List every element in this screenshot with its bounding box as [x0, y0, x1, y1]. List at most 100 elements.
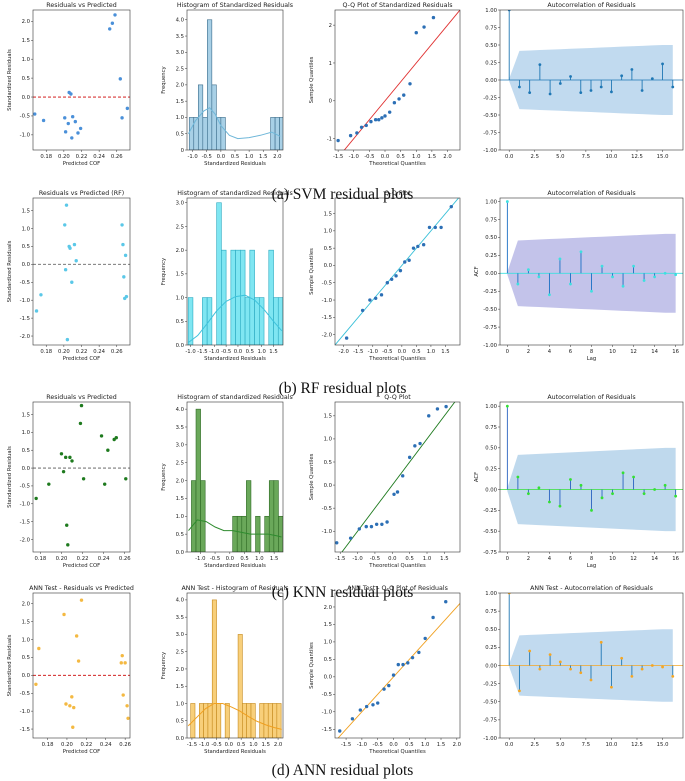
histogram-bar: [276, 703, 282, 738]
y-tick-label: -0.25: [483, 681, 497, 687]
data-point: [371, 703, 375, 707]
x-axis-label: Lag: [587, 356, 597, 362]
data-point: [391, 673, 396, 677]
y-tick-label: 2.0: [324, 605, 333, 611]
x-tick-label: -1.0: [368, 349, 379, 355]
y-tick-label: -1.0: [20, 133, 31, 139]
y-tick-label: -1.5: [20, 727, 30, 733]
y-tick-label: 2.0: [176, 248, 185, 254]
x-tick-label: 7.5: [582, 742, 590, 748]
y-tick-label: 0.50: [485, 446, 497, 452]
data-point: [360, 308, 365, 313]
x-tick-label: 0.5: [240, 556, 248, 562]
histogram-bar: [191, 480, 197, 552]
acf-point: [537, 275, 541, 279]
acf-point: [569, 667, 572, 671]
x-tick-label: -1.0: [185, 349, 196, 355]
chart-title: ANN Test - Q-Q Plot of Residuals: [347, 585, 448, 592]
y-tick-label: -0.5: [20, 484, 30, 490]
data-point: [121, 693, 125, 697]
y-tick-label: 0.0: [176, 343, 185, 349]
data-point: [392, 101, 397, 105]
y-tick-label: 1.00: [485, 591, 497, 597]
data-point: [74, 259, 78, 263]
plot-area: [33, 598, 130, 729]
plot-area: [500, 200, 683, 313]
y-tick-label: 2: [329, 23, 332, 29]
acf-point: [621, 284, 625, 288]
x-tick-label: 2.5: [531, 154, 539, 160]
y-axis-label: ACF: [474, 266, 480, 276]
y-tick-label: 1.0: [176, 115, 185, 121]
x-tick-label: 0.0: [505, 742, 514, 748]
y-tick-label: 1.5: [22, 412, 30, 418]
y-tick-label: 0.00: [485, 663, 497, 669]
y-tick-label: -0.5: [322, 692, 332, 698]
histogram-bar: [200, 480, 206, 552]
data-point: [120, 653, 124, 658]
acf-point: [589, 89, 593, 92]
x-axis-label: Predicted COF: [63, 356, 100, 362]
histogram-bar: [242, 703, 247, 738]
histogram-bar: [277, 297, 283, 345]
acf-point: [558, 257, 562, 261]
data-point: [338, 729, 342, 733]
x-tick-label: -0.5: [364, 154, 374, 160]
histogram-bar: [241, 515, 247, 552]
data-point: [120, 223, 124, 227]
acf-point: [569, 282, 572, 286]
histogram-bar: [240, 249, 246, 345]
data-point: [65, 337, 70, 342]
data-point: [110, 21, 115, 25]
acf-point: [569, 478, 572, 481]
y-tick-label: -0.25: [483, 289, 497, 295]
x-tick-label: 0.18: [42, 742, 54, 748]
x-axis-label: Standardized Residuals: [204, 749, 266, 755]
data-point: [71, 725, 75, 729]
data-point: [403, 260, 407, 264]
data-point: [122, 275, 126, 279]
y-tick-label: -0.50: [483, 529, 497, 535]
chart-3-2: ANN Test - Q-Q Plot of Residuals -1.5 -1.0…: [309, 585, 462, 755]
acf-point: [653, 275, 657, 279]
histogram-bar: [254, 297, 260, 345]
data-point: [76, 131, 80, 135]
x-tick-label: -1.0: [357, 742, 368, 748]
data-point: [392, 492, 396, 497]
y-tick-label: -0.5: [322, 506, 332, 512]
x-tick-label: 8: [590, 349, 594, 355]
data-point: [125, 704, 129, 708]
plot-area: [500, 593, 683, 702]
reference-line: [337, 603, 460, 738]
x-tick-label: -0.5: [382, 349, 392, 355]
x-tick-label: 0: [506, 349, 510, 355]
chart-0-3: Autocorrelation of Residuals 0.0 2.5 5.0 7.5…: [483, 2, 684, 160]
axes-frame: [32, 197, 131, 346]
data-point: [63, 455, 68, 460]
chart-0-1: Histogram of Standardized Residuals -1.0-…: [161, 2, 293, 167]
data-point: [47, 482, 51, 486]
y-axis-label: Standardized Residuals: [7, 240, 13, 302]
acf-point: [558, 660, 562, 664]
y-tick-label: -0.50: [483, 113, 497, 119]
data-point: [410, 655, 415, 660]
y-tick-label: -1.0: [322, 710, 333, 716]
data-point: [394, 274, 398, 278]
x-tick-label: 1.5: [441, 349, 449, 355]
histogram-bar: [279, 117, 283, 150]
x-tick-label: 0.0: [389, 742, 398, 748]
y-tick-label: 3.5: [176, 615, 184, 621]
acf-point: [630, 68, 634, 71]
y-tick-label: 1: [329, 61, 332, 67]
y-tick-label: 0.75: [485, 609, 497, 615]
x-tick-label: 0.24: [98, 556, 110, 562]
y-tick-label: -0.50: [483, 700, 497, 706]
data-point: [359, 125, 364, 129]
y-tick-label: 0.0: [324, 483, 333, 489]
data-point: [76, 659, 81, 663]
data-point: [423, 636, 427, 641]
data-point: [79, 403, 84, 408]
y-tick-label: 0.5: [176, 319, 184, 325]
x-tick-label: 0.5: [412, 349, 420, 355]
kde-curve: [187, 294, 283, 344]
